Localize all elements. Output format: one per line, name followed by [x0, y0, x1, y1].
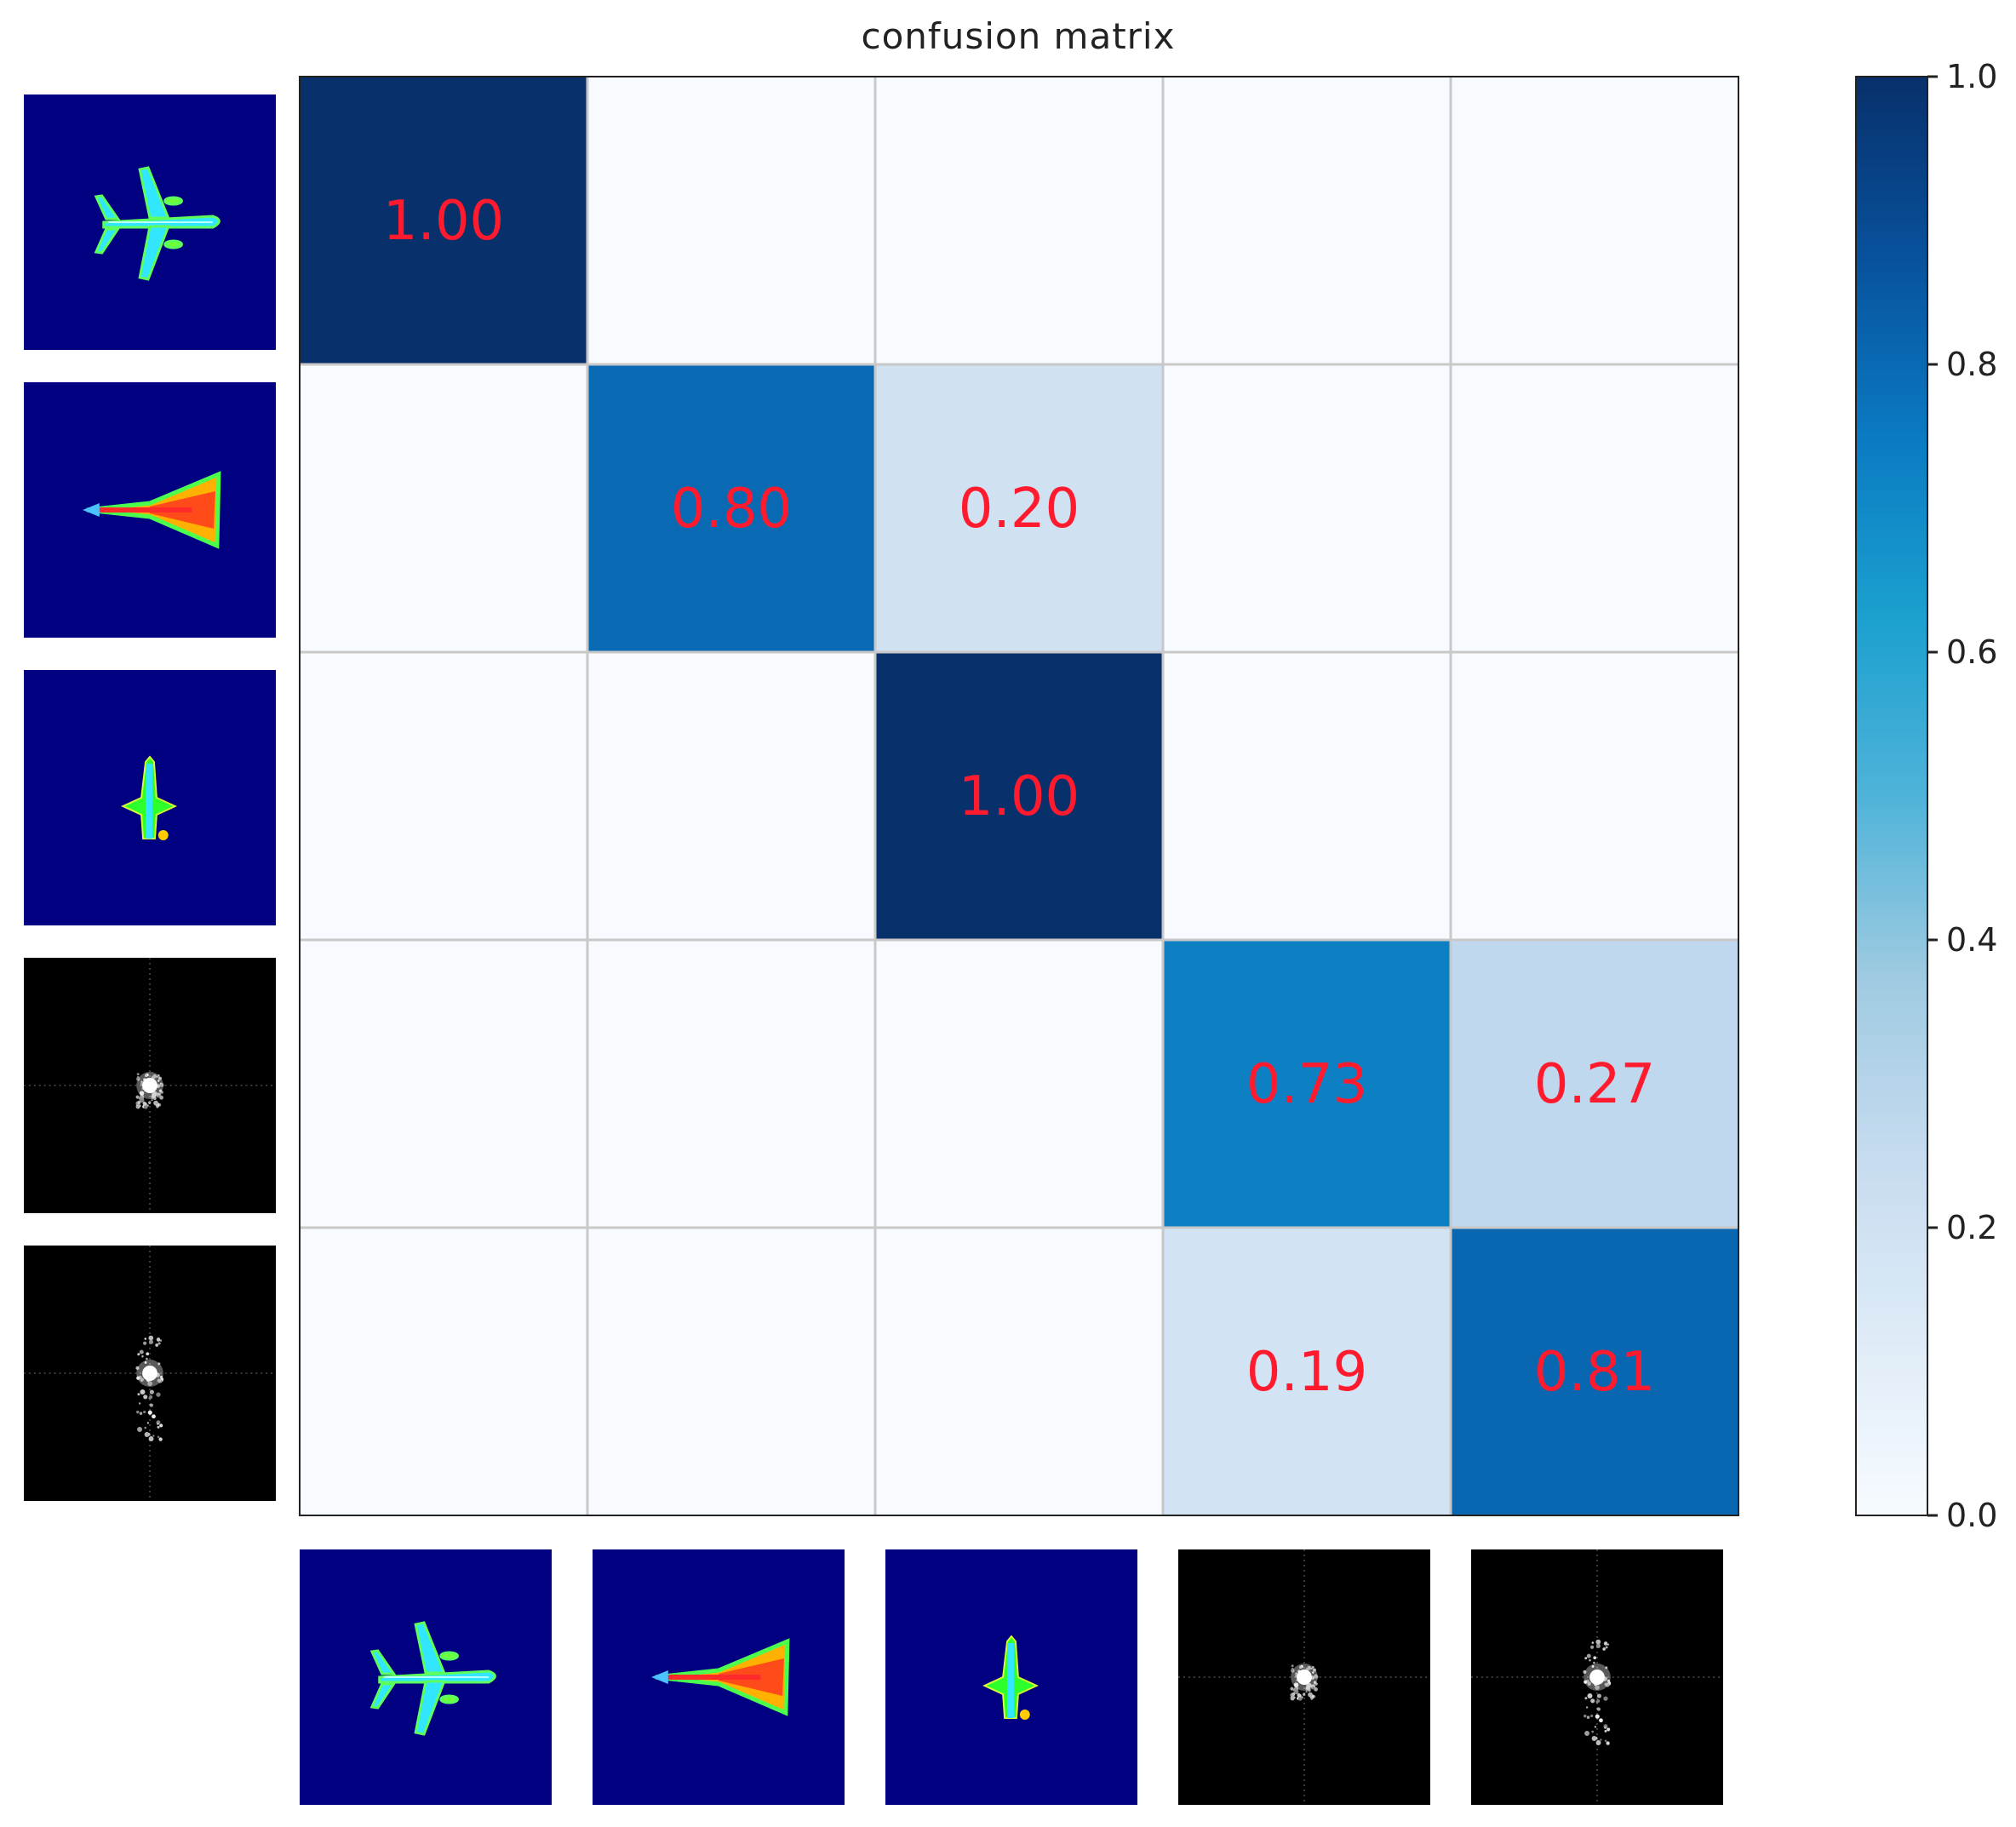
- cell-r3-c2: [875, 940, 1163, 1228]
- chart-title: confusion matrix: [861, 15, 1176, 57]
- column-image-radar-spectrum-a: [1178, 1549, 1430, 1805]
- cell-label-r3-c4: 0.27: [1534, 1053, 1656, 1116]
- colorbar-tick-label: 0.6: [1946, 633, 1997, 671]
- column-image-airliner-thermal: [300, 1549, 552, 1805]
- cell-value-labels: 1.00 0.80 0.20 1.00 0.73 0.27 0.19 0.81: [383, 190, 1656, 1404]
- cell-r1-c0: [300, 364, 587, 652]
- cell-label-r4-c3: 0.19: [1246, 1341, 1368, 1404]
- cell-r2-c3: [1163, 652, 1451, 940]
- colorbar-tick-label: 1.0: [1946, 58, 1997, 95]
- cell-r1-c1: [587, 364, 875, 652]
- cell-r1-c2: [875, 364, 1163, 652]
- heatmap-cells: [300, 77, 1738, 1515]
- cell-r4-c3: [1163, 1228, 1451, 1515]
- cell-r3-c3: [1163, 940, 1451, 1228]
- cell-r2-c2: [875, 652, 1163, 940]
- row-image-radar-spectrum-a: [24, 958, 276, 1213]
- cell-label-r2-c2: 1.00: [959, 765, 1080, 828]
- row-image-radar-spectrum-b: [24, 1246, 276, 1501]
- cell-r0-c3: [1163, 77, 1451, 364]
- cell-r4-c0: [300, 1228, 587, 1515]
- colorbar-ticks: 0.0 0.2 0.4 0.6 0.8 1.0: [1927, 58, 1997, 1534]
- cell-r2-c0: [300, 652, 587, 940]
- cell-label-r1-c1: 0.80: [671, 478, 793, 541]
- row-image-delta-wing-thermal: [24, 382, 276, 638]
- column-image-radar-spectrum-b: [1471, 1549, 1723, 1805]
- cell-r4-c2: [875, 1228, 1163, 1515]
- cell-r0-c2: [875, 77, 1163, 364]
- cell-r1-c4: [1451, 364, 1738, 652]
- column-image-fighter-thermal: [885, 1549, 1137, 1805]
- colorbar: [1855, 76, 1928, 1516]
- colorbar-tick-label: 0.8: [1946, 346, 1997, 383]
- cell-r1-c3: [1163, 364, 1451, 652]
- cell-r0-c4: [1451, 77, 1738, 364]
- colorbar-tick-label: 0.0: [1946, 1497, 1997, 1534]
- cell-label-r1-c2: 0.20: [959, 478, 1080, 541]
- cell-r2-c4: [1451, 652, 1738, 940]
- cell-r4-c4: [1451, 1228, 1738, 1515]
- cell-r0-c0: [300, 77, 587, 364]
- cell-r3-c0: [300, 940, 587, 1228]
- plot-frame: [299, 76, 1739, 1516]
- row-image-airliner-thermal: [24, 94, 276, 350]
- cell-r3-c1: [587, 940, 875, 1228]
- colorbar-tick-label: 0.4: [1946, 921, 1997, 959]
- row-image-fighter-thermal: [24, 670, 276, 925]
- cell-label-r4-c4: 0.81: [1534, 1341, 1656, 1404]
- cell-label-r3-c3: 0.73: [1246, 1053, 1368, 1116]
- cell-r4-c1: [587, 1228, 875, 1515]
- colorbar-tick-label: 0.2: [1946, 1209, 1997, 1246]
- cell-r3-c4: [1451, 940, 1738, 1228]
- cell-label-r0-c0: 1.00: [383, 190, 505, 253]
- heatmap-gridlines: [300, 77, 1738, 1515]
- cell-r2-c1: [587, 652, 875, 940]
- column-image-delta-wing-thermal: [593, 1549, 845, 1805]
- cell-r0-c1: [587, 77, 875, 364]
